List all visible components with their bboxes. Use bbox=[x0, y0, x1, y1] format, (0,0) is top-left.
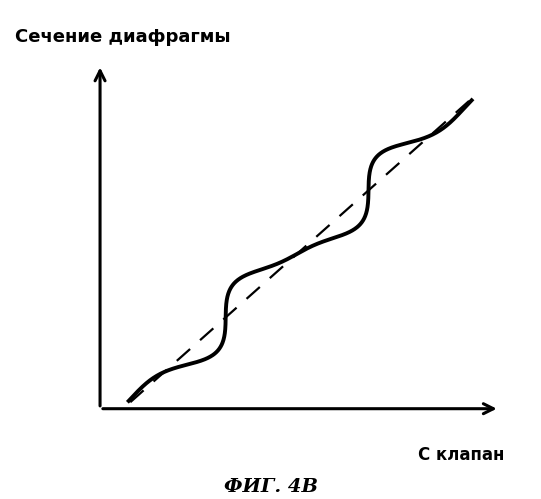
Text: Сечение диафрагмы: Сечение диафрагмы bbox=[15, 28, 230, 46]
Text: ФИГ. 4В: ФИГ. 4В bbox=[223, 479, 318, 497]
Text: С клапан: С клапан bbox=[419, 446, 505, 464]
